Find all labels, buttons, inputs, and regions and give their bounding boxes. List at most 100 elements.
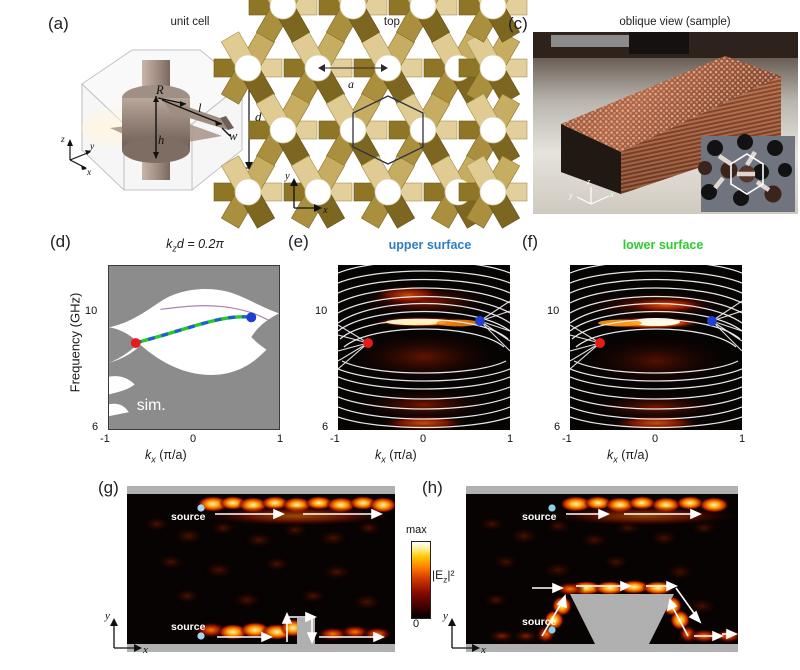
colorbar-max-label: max (406, 524, 427, 536)
panel-f-title: lower surface (622, 238, 704, 252)
panel-a-unit-cell-diagram: R l w h (81, 49, 243, 191)
panel-g-source-dot-bottom (197, 632, 205, 640)
panel-d-xtick-left: -1 (100, 433, 110, 445)
panel-e-weyl-point-left (363, 338, 373, 348)
panel-d-xlabel-k: k (145, 448, 152, 462)
panel-d-title-k: k (166, 237, 173, 251)
panel-d-xlabel-sub: x (151, 454, 156, 465)
panel-h-top-edge-mode (548, 496, 738, 526)
panel-a-axis-z: z (60, 135, 65, 145)
lattice-constant-arrow: a (318, 64, 388, 91)
panel-h-letter: (h) (422, 478, 443, 497)
panel-c-axis-z: z (586, 176, 591, 186)
panel-g-bottom-wall (127, 644, 395, 652)
panel-e-letter: (e) (288, 232, 309, 251)
panel-e-xtick-right: 1 (507, 433, 514, 445)
label-h: h (158, 133, 164, 147)
panel-a-axis-triad: z y x (60, 135, 95, 178)
panel-g-letter: (g) (98, 478, 119, 497)
panel-f-xtick-mid: 0 (652, 433, 659, 445)
panel-e-ytick-6: 6 (322, 421, 329, 433)
panel-f-xlabel-unit: (π/a) (621, 448, 649, 462)
label-l: l (198, 101, 202, 115)
panel-c-title: oblique view (sample) (619, 16, 731, 28)
panel-g-axes: y x (104, 610, 148, 656)
panel-h-axis-x: x (480, 644, 486, 656)
panel-d-letter: (d) (50, 232, 71, 251)
panel-f-weyl-point-right (707, 316, 717, 326)
panel-b-axes: y x (284, 171, 328, 216)
panel-f-letter: (f) (522, 232, 539, 251)
panel-f-xlabel-sub: x (613, 454, 618, 465)
panel-d-band-structure-plot: sim. (108, 265, 280, 430)
panel-g-top-edge-mode (197, 496, 395, 526)
panel-c-letter: (c) (508, 14, 528, 33)
panel-e-title: upper surface (388, 238, 472, 252)
panel-e-xtick-mid: 0 (420, 433, 427, 445)
panel-e-xtick-left: -1 (330, 433, 340, 445)
panel-d-title: kzd = 0.2π (120, 237, 270, 254)
colorbar-quantity-post: |² (447, 568, 455, 582)
panel-c-axis-triad: z y x (568, 176, 614, 205)
panel-h-source-dot-top (548, 504, 556, 512)
panel-d-ytick-6: 6 (92, 421, 99, 433)
colorbar-min-label: 0 (413, 618, 420, 630)
panel-e-xlabel-k: k (375, 448, 382, 462)
panel-a-axis-y: y (89, 142, 95, 152)
panel-g-top-wall (127, 486, 395, 494)
panel-d-weyl-point-right (246, 312, 257, 323)
panel-c-axis-x: x (609, 189, 614, 199)
colorbar-gradient (411, 541, 431, 619)
panel-e-xlabel: kx (π/a) (375, 448, 417, 465)
colorbar-quantity-sub: z (443, 574, 448, 585)
panel-d-title-sub: z (172, 243, 177, 254)
panel-h-axes: y x (442, 610, 486, 656)
panel-e-measured-band-map (338, 265, 510, 430)
panel-a-title: unit cell (170, 16, 210, 28)
panel-f-xlabel: kx (π/a) (607, 448, 649, 465)
panel-h-top-wall (466, 486, 738, 494)
panel-e-weyl-point-right (475, 316, 485, 326)
panel-d-purple-band (160, 305, 272, 322)
panel-d-title-rest: d = 0.2π (176, 237, 224, 251)
panel-e-ytick-10: 10 (315, 305, 328, 317)
panel-d-xtick-right: 1 (277, 433, 284, 445)
panel-h-trapezoid-top-mode (555, 580, 674, 596)
colorbar-quantity-label: |Ez|² (432, 568, 455, 584)
panel-b-axis-y: y (284, 171, 290, 182)
panel-h-field-map: source source (466, 486, 738, 652)
panel-h-trapezoid-obstacle (570, 594, 674, 646)
panel-e-xlabel-sub: x (381, 454, 386, 465)
panel-f-xtick-left: -1 (562, 433, 572, 445)
label-d: d (255, 109, 262, 124)
panel-b-axis-x: x (322, 205, 328, 216)
panel-d-xlabel-unit: (π/a) (159, 448, 187, 462)
metamaterial-sample-block (561, 56, 781, 194)
panel-f-ytick-6: 6 (554, 421, 561, 433)
panel-f-weyl-point-left (595, 338, 605, 348)
panel-h-bottom-wall (466, 644, 738, 652)
panel-h-arrows (532, 508, 738, 642)
panel-h-axis-y: y (442, 610, 448, 622)
panel-f-xlabel-k: k (607, 448, 614, 462)
panel-d-ytick-10: 10 (85, 305, 98, 317)
panel-b-top-view-diagram: a (213, 0, 528, 229)
panel-g-source-label-top: source (171, 511, 206, 523)
panel-a-axis-x: x (86, 168, 92, 178)
panel-a-letter: (a) (48, 14, 69, 33)
hex-unit-cell-outline (352, 95, 424, 165)
panel-c-sample-photo: z y x (533, 32, 798, 214)
panel-d-xtick-mid: 0 (190, 433, 197, 445)
panel-g-source-dot-top (197, 504, 205, 512)
panel-f-ytick-10: 10 (547, 305, 560, 317)
panel-h-bottom-left-mode (487, 629, 540, 643)
panel-e-xlabel-unit: (π/a) (389, 448, 417, 462)
panel-f-xtick-right: 1 (739, 433, 746, 445)
panel-g-axis-y: y (104, 610, 110, 622)
panel-d-xlabel: kx (π/a) (145, 448, 187, 465)
panel-h-source-label-bottom: source (522, 616, 557, 628)
panel-d-ylabel: Frequency (GHz) (67, 292, 83, 393)
colorbar-quantity-pre: |E (432, 568, 444, 582)
panel-g-axis-x: x (142, 644, 148, 656)
label-R: R (155, 83, 164, 97)
